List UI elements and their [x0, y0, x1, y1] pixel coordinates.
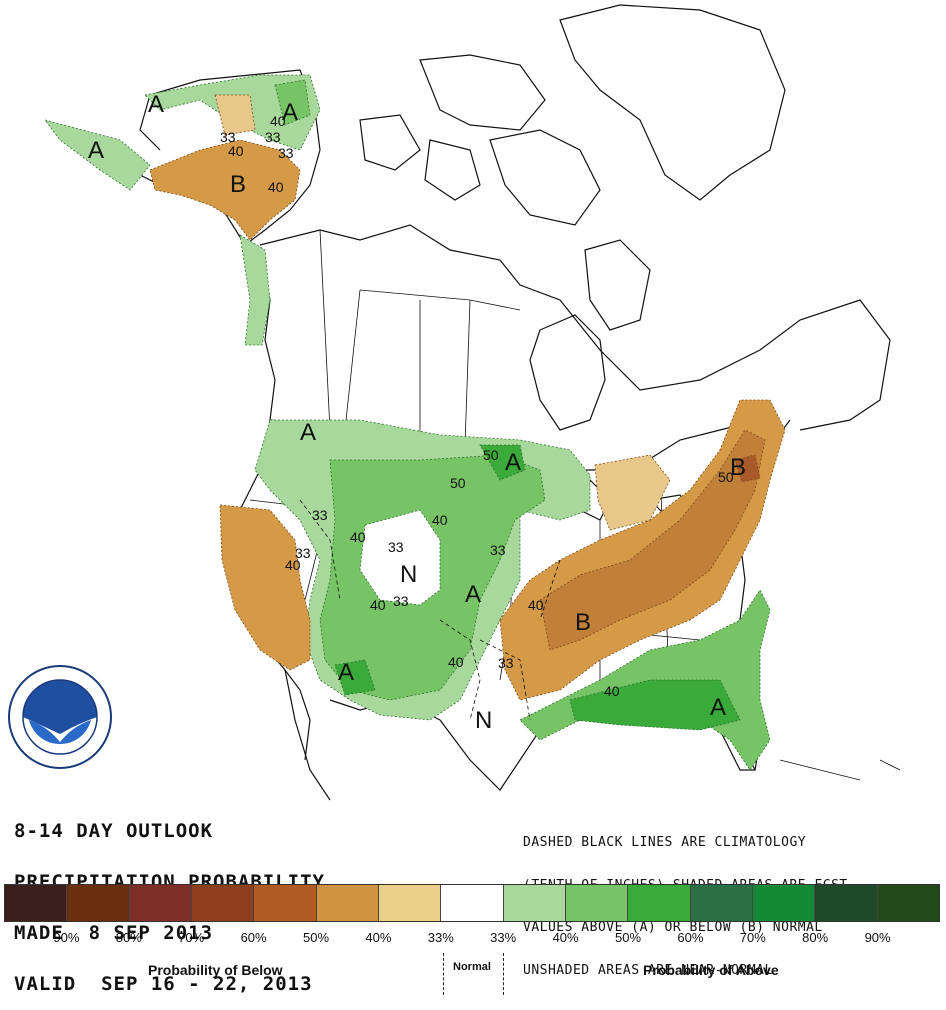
label-n-rockies: N	[400, 561, 417, 588]
legend-swatch	[815, 885, 878, 921]
label-b-northeast: B	[730, 454, 746, 481]
note-line-4: UNSHADED AREAS ARE NEAR-NORMAL	[523, 962, 773, 978]
label-a-southwest: A	[338, 659, 354, 686]
normal-right-divider	[503, 953, 504, 995]
legend-swatch	[316, 885, 379, 921]
legend-swatch	[254, 885, 317, 921]
num-40-ca: 40	[285, 557, 301, 573]
num-33-ks: 33	[490, 542, 506, 558]
num-40-alaska-3: 40	[268, 179, 284, 195]
label-b-midsouth: B	[575, 609, 591, 636]
legend-normal-label: Normal	[453, 961, 491, 973]
legend-swatch	[5, 885, 68, 921]
map-numbers: 33 40 40 33 33 40 50 50 50 33 40 40 33 3…	[220, 113, 734, 699]
num-40-wy: 40	[432, 512, 448, 528]
climatology-lines	[299, 499, 561, 721]
legend-tick-label: 40%	[365, 930, 392, 945]
legend-tick-label: 50%	[614, 930, 642, 945]
legend-swatch	[129, 885, 192, 921]
label-b-alaska: B	[230, 171, 246, 198]
num-40-gulf: 40	[604, 683, 620, 699]
plains-above-core-region	[479, 444, 526, 481]
legend-tick-label: 90%	[53, 930, 80, 945]
alaska-below-light-region	[214, 94, 256, 136]
label-a-northwest: A	[300, 419, 316, 446]
num-40-az: 40	[370, 597, 386, 613]
legend-swatch	[628, 885, 691, 921]
legend-tick-label: 40%	[552, 930, 579, 945]
legend-swatch	[877, 885, 939, 921]
east-below-core-region	[539, 429, 766, 651]
legend-tick-label: 33%	[427, 930, 454, 945]
outlook-map: A A A B A A B N A B A N A 33 40 40 33 33…	[43, 4, 901, 801]
num-50-ne: 50	[718, 469, 734, 485]
num-50-mn: 50	[450, 475, 466, 491]
california-below-region	[219, 504, 311, 671]
num-33-tx: 33	[498, 655, 514, 671]
legend-tick-label: 80%	[802, 930, 829, 945]
title-line-3: MADE 8 SEP 2013	[14, 922, 214, 944]
legend-tick-label: 50%	[302, 930, 330, 945]
legend-tick-label: 80%	[115, 930, 142, 945]
bc-above-region	[239, 234, 271, 346]
label-n-texas: N	[475, 707, 492, 734]
label-a-alaska-ne: A	[282, 99, 298, 126]
num-40-alaska-1: 40	[228, 143, 244, 159]
legend-tick-label: 70%	[739, 930, 766, 945]
num-33-az: 33	[393, 593, 409, 609]
num-33-alaska-3: 33	[278, 145, 294, 161]
note-line-1: DASHED BLACK LINES ARE CLIMATOLOGY	[523, 835, 807, 850]
num-50-dakota: 50	[483, 447, 499, 463]
legend-tick-label: 90%	[864, 930, 891, 945]
num-33-ca: 33	[295, 545, 311, 561]
note-line-3: VALUES ABOVE (A) OR BELOW (B) NORMAL	[523, 920, 823, 935]
noaa-logo	[8, 665, 112, 769]
num-40-ar: 40	[528, 597, 544, 613]
legend-tick-label: 33%	[490, 930, 517, 945]
legend-swatch	[441, 885, 504, 921]
legend-above-label: Probability of Above	[643, 962, 779, 978]
legend-swatch	[378, 885, 442, 921]
legend-tick-label: 60%	[677, 930, 704, 945]
label-a-plains: A	[465, 581, 481, 608]
northeast-below-60-region	[734, 454, 761, 483]
legend-colorbar	[4, 884, 940, 922]
label-a-aleutians: A	[88, 137, 104, 164]
legend-tick-label: 60%	[240, 930, 267, 945]
rockies-normal-region	[359, 509, 441, 606]
legend-below-label: Probability of Below	[148, 962, 283, 978]
normal-left-divider	[443, 953, 444, 995]
label-a-dakotas: A	[505, 449, 521, 476]
num-33-oregon: 33	[312, 507, 328, 523]
southwest-above-core-region	[334, 659, 376, 696]
title-line-1: 8-14 DAY OUTLOOK	[14, 820, 214, 842]
legend-swatch	[690, 885, 753, 921]
alaska-ne-above-region	[274, 79, 311, 126]
label-a-alaska-west: A	[148, 91, 164, 118]
southeast-above-core-region	[569, 679, 741, 731]
legend-swatch	[503, 885, 566, 921]
num-40-alaska-2: 40	[270, 113, 286, 129]
legend-tick-label: 70%	[178, 930, 205, 945]
legend-swatch	[752, 885, 816, 921]
legend-swatch	[191, 885, 255, 921]
num-33-alaska-1: 33	[220, 129, 236, 145]
alaska-above-region	[43, 119, 151, 191]
map-letters: A A A B A A B N A B A N A	[88, 91, 746, 734]
num-33-alaska-2: 33	[265, 129, 281, 145]
num-33-co: 33	[388, 539, 404, 555]
num-40-id: 40	[350, 529, 366, 545]
alaska-below-region	[149, 139, 301, 241]
legend-swatch	[565, 885, 629, 921]
num-40-tx: 40	[448, 654, 464, 670]
label-a-florida: A	[710, 694, 726, 721]
legend-swatch	[67, 885, 130, 921]
title-line-4: VALID SEP 16 - 22, 2013	[14, 973, 313, 995]
below-normal-areas	[149, 94, 786, 701]
